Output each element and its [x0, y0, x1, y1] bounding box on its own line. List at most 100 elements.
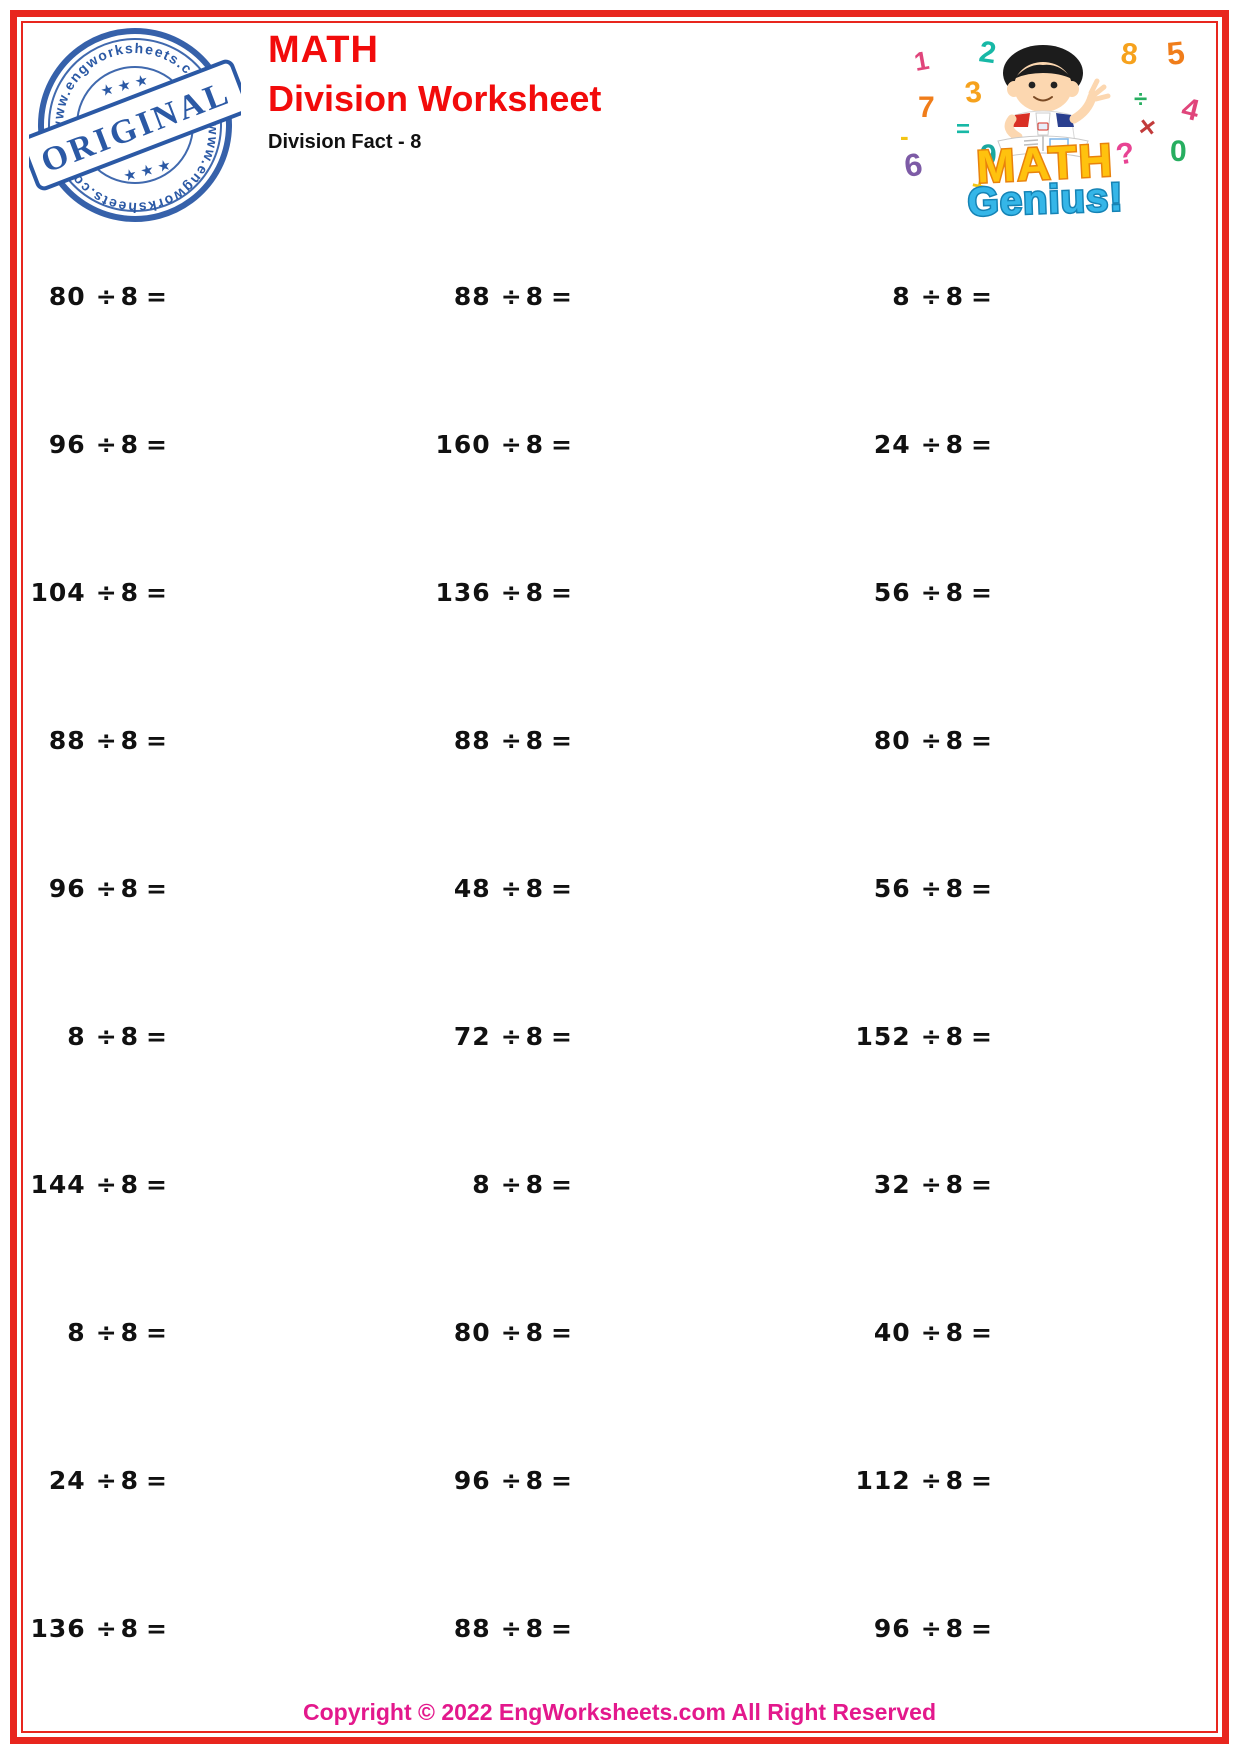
- division-sign: ÷: [920, 281, 943, 311]
- division-problem: 8 ÷ 8 =: [23, 1318, 168, 1347]
- dividend: 8: [892, 281, 911, 311]
- logo-symbol: +: [969, 170, 990, 203]
- logo-number: 4: [1178, 92, 1202, 128]
- division-problem: 56 ÷ 8 =: [573, 578, 993, 607]
- equals-sign: =: [971, 577, 993, 607]
- divisor: 8: [525, 1613, 545, 1643]
- dividend: 56: [873, 577, 911, 607]
- division-sign: ÷: [95, 1613, 118, 1643]
- dividend: 144: [30, 1169, 86, 1199]
- equals-sign: =: [146, 281, 168, 311]
- division-sign: ÷: [95, 1317, 118, 1347]
- logo-symbol: ?: [1113, 136, 1137, 172]
- dividend: 48: [453, 873, 491, 903]
- divisor: 8: [525, 1021, 545, 1051]
- logo-wordmark-math: MATH: [975, 133, 1115, 192]
- division-sign: ÷: [500, 577, 523, 607]
- dividend: 136: [30, 1613, 86, 1643]
- equals-sign: =: [551, 281, 573, 311]
- divisor: 8: [120, 725, 140, 755]
- equals-sign: =: [551, 725, 573, 755]
- division-problem: 8 ÷ 8 =: [168, 1170, 573, 1199]
- division-problem: 96 ÷ 8 =: [23, 874, 168, 903]
- divisor: 8: [945, 725, 965, 755]
- dividend: 24: [48, 1465, 86, 1495]
- equals-sign: =: [551, 577, 573, 607]
- logo-symbol: =: [956, 116, 970, 143]
- equals-sign: =: [971, 1613, 993, 1643]
- division-problem: 56 ÷ 8 =: [573, 874, 993, 903]
- divisor: 8: [525, 873, 545, 903]
- dividend: 136: [435, 577, 491, 607]
- problems-grid: 80 ÷ 8 = 88 ÷ 8 = 8 ÷ 8 = 96 ÷ 8 = 160 ÷ 8 = 24 ÷ 8 = 104 ÷…: [23, 222, 1216, 1702]
- division-sign: ÷: [95, 1465, 118, 1495]
- division-sign: ÷: [920, 1317, 943, 1347]
- divisor: 8: [120, 1021, 140, 1051]
- division-problem: 136 ÷ 8 =: [23, 1614, 168, 1643]
- division-sign: ÷: [95, 1021, 118, 1051]
- dividend: 112: [855, 1465, 911, 1495]
- equals-sign: =: [971, 1021, 993, 1051]
- divisor: 8: [945, 1169, 965, 1199]
- division-sign: ÷: [500, 1021, 523, 1051]
- equals-sign: =: [146, 429, 168, 459]
- divisor: 8: [525, 1465, 545, 1495]
- division-sign: ÷: [95, 577, 118, 607]
- division-sign: ÷: [920, 1465, 943, 1495]
- equals-sign: =: [551, 429, 573, 459]
- math-genius-logo-icon: 1 2 3 7 = - 9 6 + 8 5 ÷ 4 × ? 0: [900, 34, 1203, 226]
- division-sign: ÷: [920, 429, 943, 459]
- dividend: 88: [453, 281, 491, 311]
- divisor: 8: [120, 1317, 140, 1347]
- equals-sign: =: [971, 1169, 993, 1199]
- divisor: 8: [525, 429, 545, 459]
- division-sign: ÷: [500, 281, 523, 311]
- dividend: 72: [453, 1021, 491, 1051]
- dividend: 96: [48, 873, 86, 903]
- equals-sign: =: [146, 577, 168, 607]
- dividend: 80: [48, 281, 86, 311]
- dividend: 88: [48, 725, 86, 755]
- equals-sign: =: [146, 1613, 168, 1643]
- divisor: 8: [945, 1613, 965, 1643]
- division-sign: ÷: [500, 1169, 523, 1199]
- equals-sign: =: [146, 1465, 168, 1495]
- dividend: 160: [435, 429, 491, 459]
- equals-sign: =: [551, 1021, 573, 1051]
- divisor: 8: [120, 1613, 140, 1643]
- original-stamp-icon: www.engworksheets.com www.engworksheets.…: [20, 21, 250, 235]
- divisor: 8: [120, 1465, 140, 1495]
- division-sign: ÷: [920, 873, 943, 903]
- division-sign: ÷: [95, 1169, 118, 1199]
- dividend: 56: [873, 873, 911, 903]
- divisor: 8: [945, 577, 965, 607]
- division-sign: ÷: [920, 577, 943, 607]
- equals-sign: =: [971, 281, 993, 311]
- dividend: 8: [67, 1317, 86, 1347]
- equals-sign: =: [146, 1317, 168, 1347]
- division-sign: ÷: [95, 725, 118, 755]
- division-problem: 8 ÷ 8 =: [23, 1022, 168, 1051]
- division-problem: 96 ÷ 8 =: [168, 1466, 573, 1495]
- dividend: 96: [48, 429, 86, 459]
- dividend: 96: [873, 1613, 911, 1643]
- divisor: 8: [945, 429, 965, 459]
- logo-number: 2: [977, 35, 998, 70]
- division-problem: 144 ÷ 8 =: [23, 1170, 168, 1199]
- dividend: 88: [453, 725, 491, 755]
- division-problem: 80 ÷ 8 =: [168, 1318, 573, 1347]
- divisor: 8: [120, 873, 140, 903]
- divisor: 8: [120, 429, 140, 459]
- equals-sign: =: [551, 1317, 573, 1347]
- division-problem: 24 ÷ 8 =: [573, 430, 993, 459]
- division-sign: ÷: [500, 1613, 523, 1643]
- page-subtitle: Division Worksheet: [268, 77, 602, 119]
- divisor: 8: [525, 577, 545, 607]
- logo-number: 5: [1165, 34, 1186, 72]
- division-sign: ÷: [500, 725, 523, 755]
- equals-sign: =: [971, 1465, 993, 1495]
- logo-number: 3: [963, 75, 983, 110]
- equals-sign: =: [146, 1021, 168, 1051]
- logo-number: 8: [1119, 37, 1139, 72]
- divisor: 8: [525, 1317, 545, 1347]
